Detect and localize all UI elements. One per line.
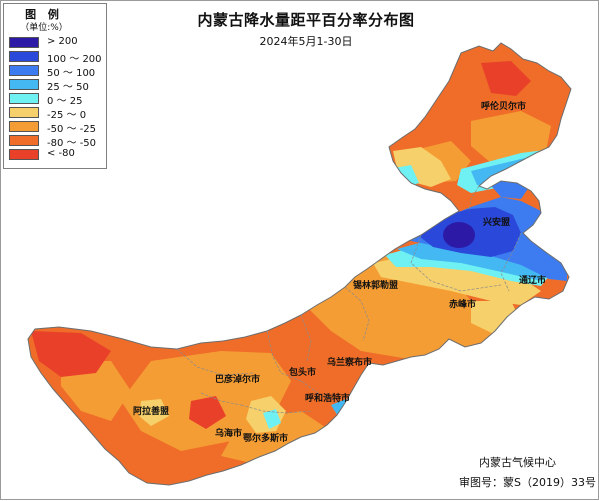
- legend-swatch: [9, 135, 39, 146]
- legend-item: -80 ～ -50: [9, 134, 105, 149]
- legend-item: 0 ～ 25: [9, 92, 105, 107]
- legend-title: 图 例: [25, 8, 63, 21]
- city-label-alxa: 阿拉善盟: [133, 407, 170, 417]
- legend-item: < -80: [9, 148, 105, 162]
- legend-item: 25 ～ 50: [9, 78, 105, 93]
- legend-label: < -80: [47, 148, 75, 159]
- city-label-hohhot: 呼和浩特市: [305, 394, 351, 404]
- legend-label: 50 ～ 100: [47, 68, 96, 79]
- legend: 图 例 （单位:%） > 200 100 ～ 200 50 ～ 100 25 ～…: [3, 3, 107, 169]
- legend-unit: （单位:%）: [20, 23, 68, 33]
- city-label-hulunbuir: 呼伦贝尔市: [481, 102, 527, 112]
- legend-swatch: [9, 107, 39, 118]
- legend-swatch: [9, 79, 39, 90]
- legend-item: > 200: [9, 36, 105, 50]
- legend-swatch: [9, 51, 39, 62]
- legend-swatch: [9, 149, 39, 160]
- legend-item: -25 ～ 0: [9, 106, 105, 121]
- map-title: 内蒙古降水量距平百分率分布图: [197, 11, 415, 29]
- legend-label: > 200: [47, 36, 78, 47]
- legend-label: -50 ～ -25: [47, 124, 97, 135]
- legend-label: -80 ～ -50: [47, 138, 97, 149]
- city-label-xilingol: 锡林郭勒盟: [353, 281, 399, 291]
- city-label-tongliao: 通辽市: [519, 276, 547, 286]
- agency-credit: 内蒙古气候中心: [479, 456, 556, 469]
- legend-label: -25 ～ 0: [47, 110, 87, 121]
- city-label-ulanqab: 乌兰察布市: [327, 358, 373, 368]
- city-label-hinggan: 兴安盟: [483, 218, 511, 228]
- city-label-ordos: 鄂尔多斯市: [243, 434, 289, 444]
- map-subtitle: 2024年5月1-30日: [259, 35, 353, 48]
- map-approval-number: 审图号：蒙S（2019）33号: [459, 476, 596, 489]
- legend-swatch: [9, 65, 39, 76]
- city-label-bayannur: 巴彦淖尔市: [215, 375, 261, 385]
- legend-item: 50 ～ 100: [9, 64, 105, 79]
- legend-swatch: [9, 37, 39, 48]
- legend-swatch: [9, 121, 39, 132]
- city-label-chifeng: 赤峰市: [449, 300, 477, 310]
- legend-item: -50 ～ -25: [9, 120, 105, 135]
- legend-label: 100 ～ 200: [47, 54, 102, 65]
- city-label-baotou: 包头市: [289, 368, 317, 378]
- legend-item: 100 ～ 200: [9, 50, 105, 65]
- legend-swatch: [9, 93, 39, 104]
- legend-label: 25 ～ 50: [47, 82, 89, 93]
- city-label-wuhai: 乌海市: [215, 429, 243, 439]
- legend-label: 0 ～ 25: [47, 96, 83, 107]
